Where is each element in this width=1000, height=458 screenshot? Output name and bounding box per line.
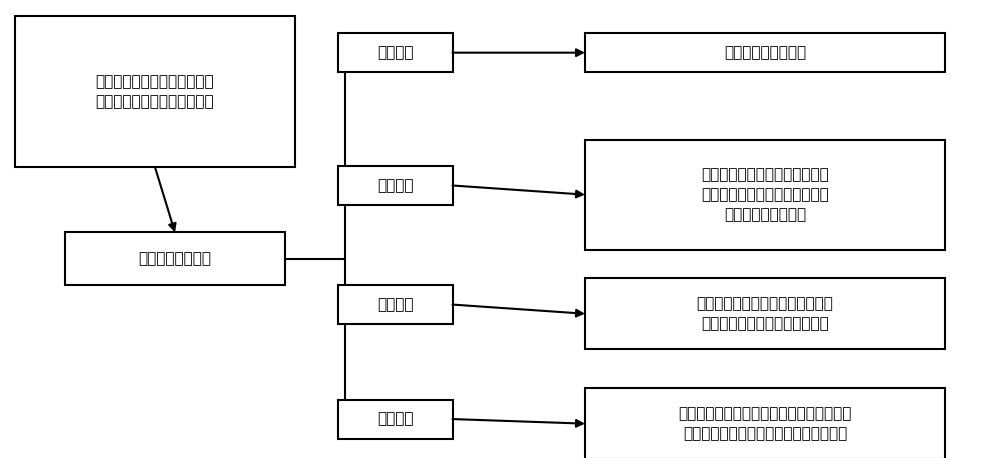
FancyBboxPatch shape	[585, 388, 945, 458]
FancyBboxPatch shape	[65, 233, 285, 285]
Text: 轻微破碎: 轻微破碎	[377, 45, 413, 60]
Text: 中等破碎: 中等破碎	[377, 178, 413, 193]
Text: 开挖导洞清理刀盘前方破碎岩块，
导洞顶部周边钢制管棚水泥注浆: 开挖导洞清理刀盘前方破碎岩块， 导洞顶部周边钢制管棚水泥注浆	[697, 296, 833, 331]
Text: 严重破碎: 严重破碎	[377, 297, 413, 312]
FancyBboxPatch shape	[338, 33, 452, 72]
Text: 地震波探测仪获取的波速差或
钻探取芯获取的岩石质量指标: 地震波探测仪获取的波速差或 钻探取芯获取的岩石质量指标	[96, 74, 214, 109]
Text: 评估围岩破碎等级: 评估围岩破碎等级	[138, 251, 212, 266]
FancyBboxPatch shape	[15, 16, 295, 167]
FancyBboxPatch shape	[338, 285, 452, 324]
FancyBboxPatch shape	[338, 399, 452, 439]
FancyBboxPatch shape	[585, 140, 945, 250]
FancyBboxPatch shape	[585, 33, 945, 72]
Text: 玻璃纤维管化学注浆: 玻璃纤维管化学注浆	[724, 45, 806, 60]
Text: 刀盘前方玻璃纤维管化学注浆，
护盾顶部周边钢制管棚化学注浆
玻璃纤维管化学注浆: 刀盘前方玻璃纤维管化学注浆， 护盾顶部周边钢制管棚化学注浆 玻璃纤维管化学注浆	[701, 167, 829, 222]
Text: 护盾上方大范围扩挖脱困，前方清渣使刀盘
脱困，护盾上方增设钢制管棚并水泥注浆: 护盾上方大范围扩挖脱困，前方清渣使刀盘 脱困，护盾上方增设钢制管棚并水泥注浆	[678, 406, 852, 441]
FancyBboxPatch shape	[585, 278, 945, 349]
Text: 极度破碎: 极度破碎	[377, 412, 413, 426]
FancyBboxPatch shape	[338, 166, 452, 205]
